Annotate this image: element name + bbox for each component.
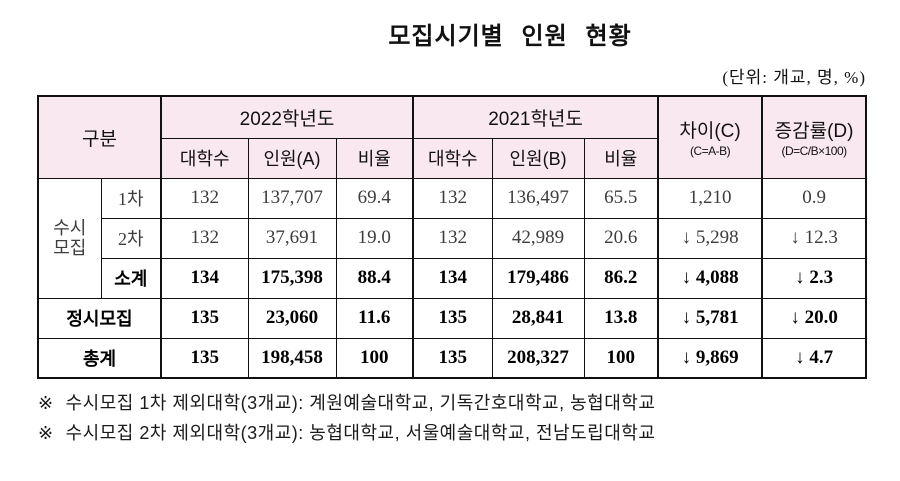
table-cell: 69.4 — [335, 177, 415, 219]
footnote-1: ※ 수시모집 1차 제외대학(3개교): 계원예술대학교, 기독간호대학교, 농협… — [38, 388, 655, 418]
table-cell: 100 — [583, 337, 660, 379]
reference-mark-icon: ※ — [38, 393, 54, 413]
table-cell: 135 — [160, 337, 249, 379]
header-personnel-b: 인원(B) — [491, 137, 585, 179]
table-cell: 132 — [160, 177, 249, 219]
table-cell: ↓ 4.7 — [761, 337, 867, 379]
diff-formula: (C=A-B) — [689, 144, 731, 159]
footnote-text: 수시모집 2차 제외대학(3개교): 농협대학교, 서울예술대학교, 전남도립대… — [65, 423, 656, 443]
table-cell: 134 — [160, 257, 249, 299]
table-cell: 1,210 — [657, 177, 764, 219]
reference-mark-icon: ※ — [38, 423, 54, 443]
unit-note: (단위: 개교, 명, %) — [722, 68, 866, 87]
row-jeongsi: 정시모집 135 23,060 11.6 135 28,841 13.8 ↓ 5… — [37, 297, 867, 339]
header-change-rate: 증감률(D) (D=C/B×100) — [761, 95, 867, 179]
header-univ-count-2021: 대학수 — [412, 137, 493, 179]
diff-title: 차이(C) — [679, 121, 741, 143]
table-cell: 198,458 — [247, 337, 337, 379]
table-cell: 208,327 — [491, 337, 585, 379]
row-susi-round2: 2차 132 37,691 19.0 132 42,989 20.6 ↓ 5,2… — [38, 217, 867, 259]
table-cell: ↓ 12.3 — [761, 217, 867, 259]
rate-formula: (D=C/B×100) — [781, 144, 847, 159]
table-cell: 132 — [412, 217, 493, 259]
row-label: 1차 — [100, 177, 162, 219]
header-univ-count-2022: 대학수 — [160, 137, 249, 179]
table-cell: 65.5 — [583, 177, 660, 219]
table-cell: 0.9 — [761, 177, 867, 219]
table-cell: 13.8 — [583, 297, 660, 339]
row-label-jeongsi: 정시모집 — [37, 297, 162, 339]
table-cell: 11.6 — [335, 297, 415, 339]
table-cell: 42,989 — [491, 217, 585, 259]
header-row-subcolumns: 대학수 인원(A) 비율 대학수 인원(B) 비율 — [38, 137, 866, 179]
header-gubun: 구분 — [37, 95, 162, 179]
row-label: 소계 — [100, 257, 162, 299]
header-ratio-2021: 비율 — [583, 137, 660, 179]
header-year-2021: 2021학년도 — [412, 95, 660, 139]
header-year-2022: 2022학년도 — [160, 95, 415, 139]
table-cell: 28,841 — [491, 297, 585, 339]
table-cell: 136,497 — [491, 177, 585, 219]
table-cell: 137,707 — [247, 177, 337, 219]
table-cell: 175,398 — [247, 257, 337, 299]
table-cell: ↓ 5,298 — [657, 217, 764, 259]
table-cell: ↓ 5,781 — [657, 297, 764, 339]
table-cell: ↓ 4,088 — [657, 257, 764, 299]
table-cell: ↓ 2.3 — [761, 257, 867, 299]
footnote-2: ※ 수시모집 2차 제외대학(3개교): 농협대학교, 서울예술대학교, 전남도립… — [38, 418, 655, 448]
header-ratio-2022: 비율 — [335, 137, 415, 179]
row-total: 총계 135 198,458 100 135 208,327 100 ↓ 9,8… — [37, 337, 867, 379]
row-label-total: 총계 — [37, 337, 162, 379]
table-cell: 88.4 — [335, 257, 415, 299]
header-personnel-a: 인원(A) — [247, 137, 337, 179]
group-label-susi: 수시 모집 — [37, 177, 102, 299]
table-cell: 132 — [412, 177, 493, 219]
table-cell: 179,486 — [491, 257, 585, 299]
header-diff: 차이(C) (C=A-B) — [657, 95, 764, 179]
table-cell: 134 — [412, 257, 493, 299]
table-cell: 86.2 — [583, 257, 660, 299]
row-label: 2차 — [100, 217, 162, 259]
table-cell: 23,060 — [247, 297, 337, 339]
table-cell: ↓ 9,869 — [657, 337, 764, 379]
row-susi-round1: 수시 모집 1차 132 137,707 69.4 132 136,497 65… — [37, 177, 867, 299]
table-cell: 19.0 — [335, 217, 415, 259]
rate-title: 증감률(D) — [774, 121, 854, 143]
table-cell: 20.6 — [583, 217, 660, 259]
table-cell: ↓ 20.0 — [761, 297, 867, 339]
footnote-text: 수시모집 1차 제외대학(3개교): 계원예술대학교, 기독간호대학교, 농협대… — [65, 393, 656, 413]
enrollment-table: 구분 2022학년도 2021학년도 차이(C) (C=A-B) 증감률(D) … — [37, 95, 868, 379]
table-cell: 135 — [412, 337, 493, 379]
table-cell: 132 — [160, 217, 249, 259]
group-label-line2: 모집 — [53, 238, 87, 258]
table-cell: 135 — [412, 297, 493, 339]
row-susi-subtotal: 소계 134 175,398 88.4 134 179,486 86.2 ↓ 4… — [38, 257, 867, 299]
group-label-line1: 수시 — [53, 217, 87, 238]
header-row-groups: 구분 2022학년도 2021학년도 차이(C) (C=A-B) 증감률(D) … — [37, 95, 867, 179]
footnotes: ※ 수시모집 1차 제외대학(3개교): 계원예술대학교, 기독간호대학교, 농협… — [38, 388, 655, 448]
table-cell: 37,691 — [247, 217, 337, 259]
page-title: 모집시기별 인원 현황 — [388, 24, 632, 50]
table-cell: 135 — [160, 297, 249, 339]
table-cell: 100 — [335, 337, 415, 379]
